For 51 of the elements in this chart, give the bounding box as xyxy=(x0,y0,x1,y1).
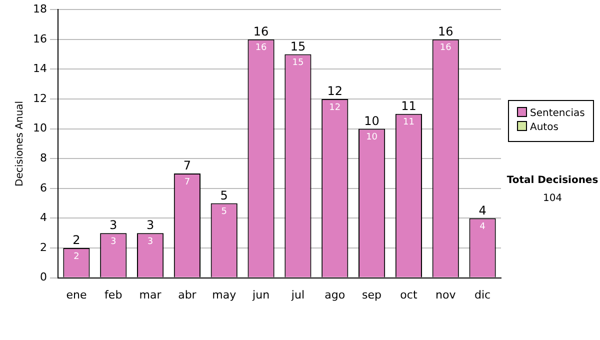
total-label: 2 xyxy=(72,233,80,248)
total-label: 12 xyxy=(327,84,343,98)
y-tick-label: 8 xyxy=(40,151,47,164)
y-tick-label: 18 xyxy=(32,2,47,16)
x-tick-label: ene xyxy=(66,288,87,302)
data-label: 7 xyxy=(184,177,190,188)
total-label: 15 xyxy=(290,39,306,54)
x-tick-label: jun xyxy=(252,288,270,302)
x-tick-label: sep xyxy=(362,288,382,302)
total-label: 11 xyxy=(401,99,416,114)
total-label: 16 xyxy=(438,24,454,39)
data-label: 4 xyxy=(480,222,486,232)
total-label: 3 xyxy=(146,218,154,232)
legend-label: Autos xyxy=(529,121,560,135)
x-tick-label: jul xyxy=(290,288,305,302)
total-label: 3 xyxy=(110,218,118,232)
y-tick-label: 16 xyxy=(32,32,47,46)
data-label: 16 xyxy=(440,43,452,54)
data-label: 10 xyxy=(366,132,378,143)
data-label: 16 xyxy=(255,43,268,54)
x-tick-label: dic xyxy=(474,288,491,302)
total-label: 10 xyxy=(364,114,380,128)
total-label: 4 xyxy=(478,203,486,218)
y-tick-label: 10 xyxy=(32,122,47,135)
text: Total Decisiones xyxy=(506,174,600,188)
data-label: 11 xyxy=(402,118,414,128)
data-label: 3 xyxy=(110,236,116,247)
y-tick-label: 4 xyxy=(40,211,47,224)
x-tick-label: mar xyxy=(139,288,162,302)
x-tick-label: nov xyxy=(436,288,456,302)
text: 104 xyxy=(542,192,564,206)
total-label: 16 xyxy=(253,24,269,39)
x-tick-label: ago xyxy=(324,288,346,302)
y-tick-label: 0 xyxy=(40,270,47,284)
legend-label: Sentencias xyxy=(529,107,585,121)
x-tick-label: feb xyxy=(104,288,122,302)
data-label: 3 xyxy=(147,236,154,247)
total-label: 5 xyxy=(220,188,228,202)
data-label: 12 xyxy=(329,102,341,113)
y-axis-title: Decisiones Anual xyxy=(14,100,26,186)
x-tick-label: abr xyxy=(178,288,197,302)
total-label: 7 xyxy=(183,158,192,173)
y-tick-label: 12 xyxy=(32,92,47,105)
y-tick-label: 14 xyxy=(32,62,47,76)
x-tick-label: may xyxy=(212,288,237,302)
data-label: 5 xyxy=(221,207,227,218)
data-label: 15 xyxy=(292,58,304,68)
y-tick-label: 2 xyxy=(40,240,47,254)
x-tick-label: oct xyxy=(400,288,418,302)
y-tick-label: 6 xyxy=(40,181,47,194)
data-label: 2 xyxy=(74,252,80,262)
